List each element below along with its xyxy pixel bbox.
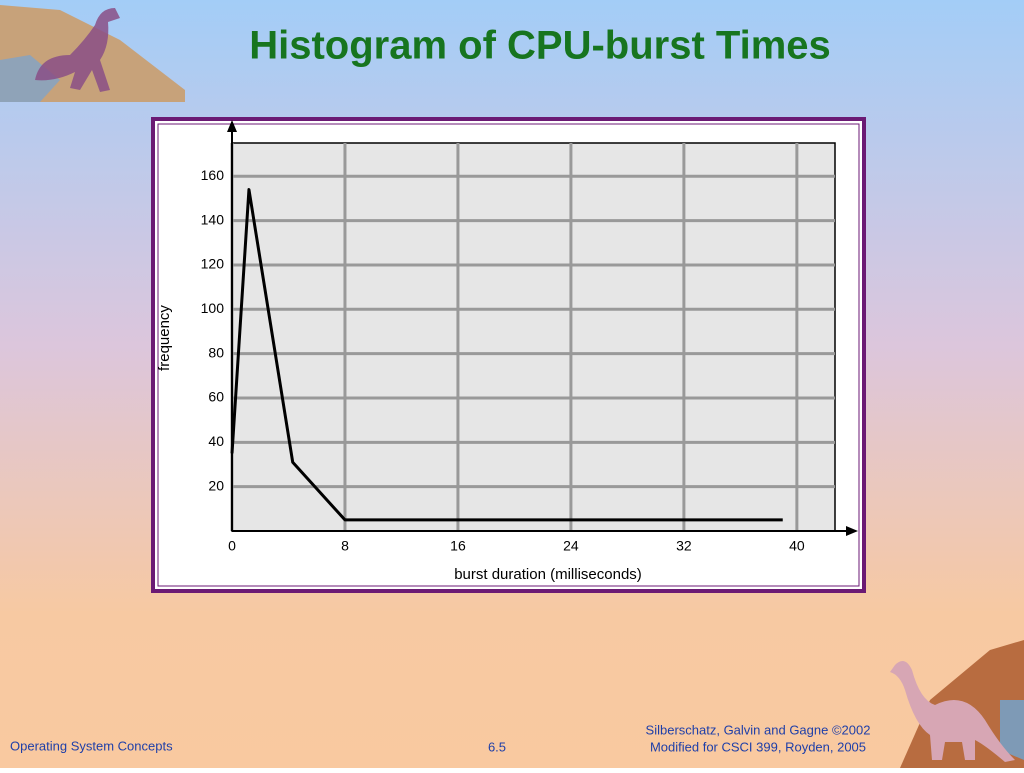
y-tick-label: 100 <box>201 300 225 316</box>
y-tick-label: 140 <box>201 211 225 227</box>
x-tick-label: 0 <box>228 538 236 554</box>
y-axis-arrow <box>227 120 237 132</box>
x-tick-label: 40 <box>789 538 805 554</box>
x-axis-label: burst duration (milliseconds) <box>454 566 642 583</box>
y-tick-label: 40 <box>208 433 224 449</box>
x-tick-label: 24 <box>563 538 579 554</box>
x-axis-arrow <box>846 526 858 536</box>
y-tick-label: 160 <box>201 167 225 183</box>
x-tick-label: 32 <box>676 538 692 554</box>
plot-area <box>231 142 836 532</box>
dinosaur-bottom-right <box>890 640 1024 768</box>
footer-center: 6.5 <box>488 739 506 754</box>
dinosaur-top-left <box>0 5 185 102</box>
footer-right: Silberschatz, Galvin and Gagne ©2002 <box>646 722 871 737</box>
x-tick-label: 16 <box>450 538 466 554</box>
chart-frame-inner <box>157 123 860 587</box>
footer-left: Operating System Concepts <box>10 738 173 753</box>
y-axis-label: frequency <box>156 305 173 371</box>
x-tick-label: 8 <box>341 538 349 554</box>
footer-right: Modified for CSCI 399, Royden, 2005 <box>650 739 866 754</box>
y-tick-label: 80 <box>208 344 224 360</box>
y-tick-label: 60 <box>208 389 224 405</box>
y-tick-label: 20 <box>208 477 224 493</box>
data-line <box>230 188 783 522</box>
slide-title: Histogram of CPU-burst Times <box>249 24 831 68</box>
y-tick-label: 120 <box>201 256 225 272</box>
marks <box>230 188 783 522</box>
